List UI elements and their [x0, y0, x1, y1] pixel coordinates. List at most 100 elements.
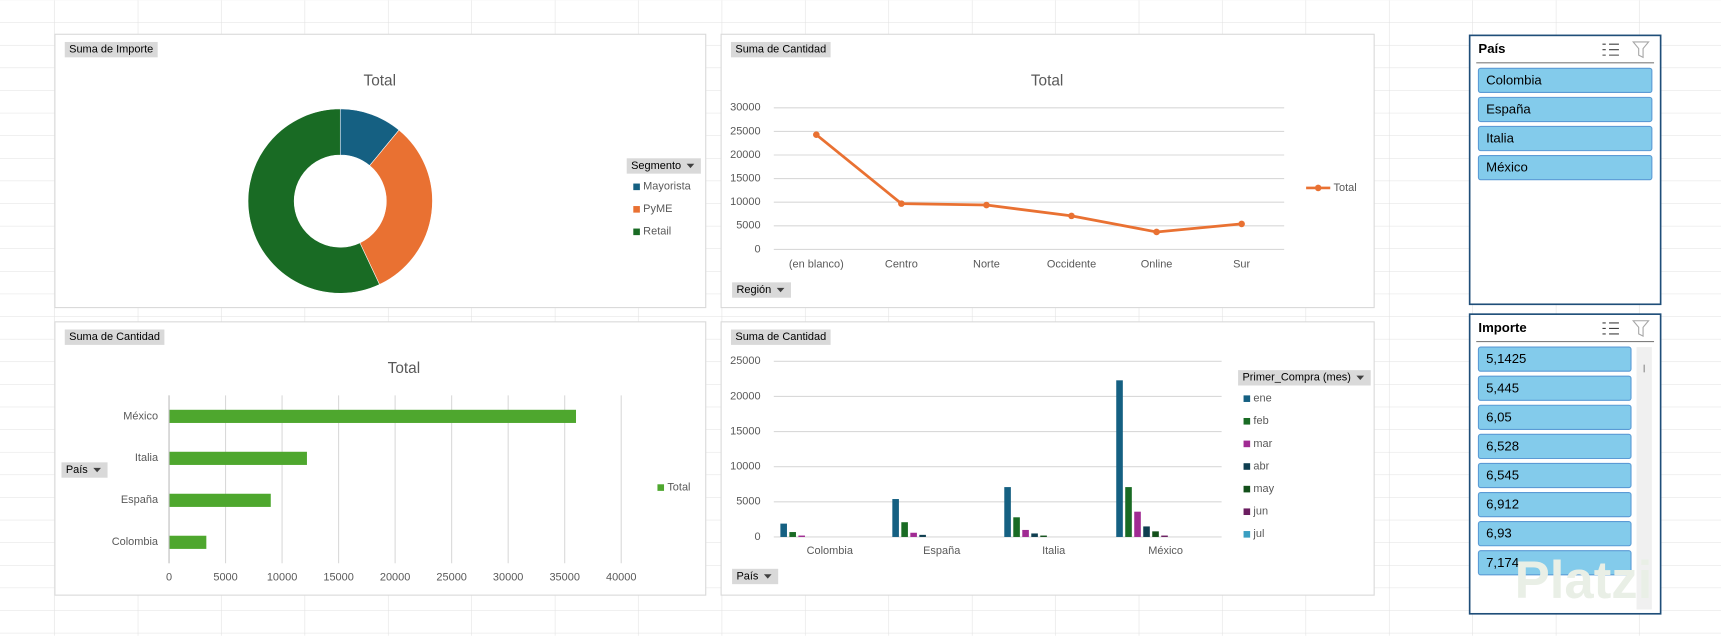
bar	[1040, 535, 1047, 537]
field-button[interactable]: País	[61, 462, 108, 478]
bar	[1134, 511, 1141, 537]
line-marker	[1068, 212, 1075, 220]
slicer-item[interactable]	[1477, 462, 1632, 489]
legend-label: jul	[1252, 528, 1264, 540]
slicer-item[interactable]	[1477, 125, 1653, 152]
x-tick-label: Occidente	[1047, 259, 1096, 271]
x-tick-label: Online	[1141, 259, 1173, 271]
legend-swatch	[1243, 508, 1251, 516]
field-button-label: Suma de Importe	[69, 44, 153, 56]
clear-filter-icon[interactable]	[1632, 320, 1650, 337]
bar	[780, 523, 787, 537]
slicer-item[interactable]	[1477, 375, 1632, 401]
clear-filter-icon[interactable]	[1632, 41, 1650, 59]
line-marker	[813, 131, 820, 139]
field-button-bg	[64, 329, 165, 345]
x-tick-label: 40000	[606, 571, 637, 583]
slicer-item[interactable]	[1477, 404, 1632, 430]
x-tick-label: 0	[166, 571, 172, 583]
slicer-item[interactable]	[1477, 491, 1632, 518]
x-tick-label: (en blanco)	[789, 259, 844, 271]
x-tick-label: 30000	[493, 571, 524, 583]
slicer-title: Importe	[1478, 320, 1526, 335]
scrollbar[interactable]	[1636, 347, 1652, 610]
multiselect-icon[interactable]	[1602, 322, 1619, 335]
field-button-label: Segmento	[631, 160, 681, 172]
legend-swatch	[633, 228, 640, 236]
bar	[789, 532, 796, 537]
donut-slice	[247, 108, 380, 294]
bar	[1022, 529, 1029, 537]
field-button[interactable]: Suma de Importe	[64, 41, 158, 58]
field-button-bg	[730, 329, 831, 345]
x-tick-label: 35000	[549, 571, 580, 583]
slicer-item-label: 5,1425	[1486, 351, 1526, 366]
y-tick-label: 0	[755, 531, 761, 543]
field-button-label: País	[66, 464, 88, 476]
legend-swatch	[1243, 440, 1251, 448]
watermark: Platzi	[1515, 551, 1653, 610]
y-tick-label: 0	[755, 243, 761, 255]
slicer-item[interactable]	[1477, 550, 1632, 576]
field-button-bg	[61, 462, 108, 478]
bar	[1004, 487, 1011, 537]
donut-slice	[359, 129, 433, 285]
slicer-item-label: 6,912	[1486, 497, 1519, 512]
bar	[1161, 535, 1168, 537]
field-button[interactable]: Suma de Cantidad	[730, 41, 831, 58]
chart-frame	[54, 321, 707, 596]
slicer-item[interactable]	[1477, 433, 1632, 460]
bar	[798, 535, 805, 537]
legend-swatch	[633, 183, 640, 191]
y-tick-label: 20000	[730, 149, 761, 161]
field-button[interactable]: País	[732, 568, 779, 585]
bar	[1116, 380, 1123, 537]
y-tick-label: España	[121, 494, 159, 506]
field-button[interactable]: Suma de Cantidad	[730, 329, 831, 345]
slicer-item-label: Italia	[1486, 131, 1514, 146]
legend-swatch	[1243, 463, 1251, 470]
chart-title: Total	[1031, 73, 1063, 90]
slicer-item[interactable]	[1477, 96, 1653, 123]
legend-label: jun	[1252, 506, 1268, 518]
field-button[interactable]: Segmento	[626, 158, 701, 174]
field-button[interactable]: Región	[732, 282, 791, 298]
x-tick-label: 5000	[213, 571, 237, 583]
y-tick-label: 25000	[730, 125, 761, 137]
line-series	[815, 133, 1242, 234]
y-tick-label: 15000	[730, 172, 761, 184]
field-button-label: País	[736, 570, 758, 582]
multiselect-icon[interactable]	[1602, 43, 1619, 56]
field-button-bg	[1238, 370, 1371, 386]
field-button[interactable]: Suma de Cantidad	[64, 329, 165, 345]
slicer-item-label: México	[1486, 160, 1528, 175]
dropdown-arrow	[1356, 375, 1365, 381]
legend-swatch	[1243, 485, 1251, 493]
slicer-item-label: 6,528	[1486, 438, 1519, 453]
field-button-label: Suma de Cantidad	[69, 331, 160, 343]
line-marker	[1238, 220, 1245, 228]
x-tick-label: 20000	[380, 571, 411, 583]
y-tick-label: 15000	[730, 425, 761, 437]
field-button[interactable]: Primer_Compra (mes)	[1238, 370, 1371, 386]
legend-marker	[1314, 184, 1322, 192]
chart-frame	[720, 33, 1375, 309]
legend-label: Total	[1334, 182, 1357, 194]
y-tick-label: 30000	[730, 102, 761, 114]
y-tick-label: 5000	[736, 220, 760, 232]
legend-swatch	[633, 206, 640, 213]
slicer-item[interactable]	[1477, 155, 1653, 181]
y-tick-label: 25000	[730, 355, 761, 367]
slicer-item-label: 6,05	[1486, 409, 1512, 424]
y-tick-label: 10000	[730, 196, 761, 208]
legend-label: Total	[667, 481, 690, 493]
field-button-bg	[626, 158, 701, 174]
bar	[169, 493, 271, 507]
slicer-item[interactable]	[1477, 521, 1632, 547]
slicer-item[interactable]	[1477, 346, 1632, 372]
chart-frame	[720, 321, 1375, 596]
bar	[919, 534, 926, 537]
slicer-item[interactable]	[1477, 67, 1653, 93]
x-tick-label: 10000	[267, 571, 298, 583]
bar	[1013, 517, 1020, 537]
